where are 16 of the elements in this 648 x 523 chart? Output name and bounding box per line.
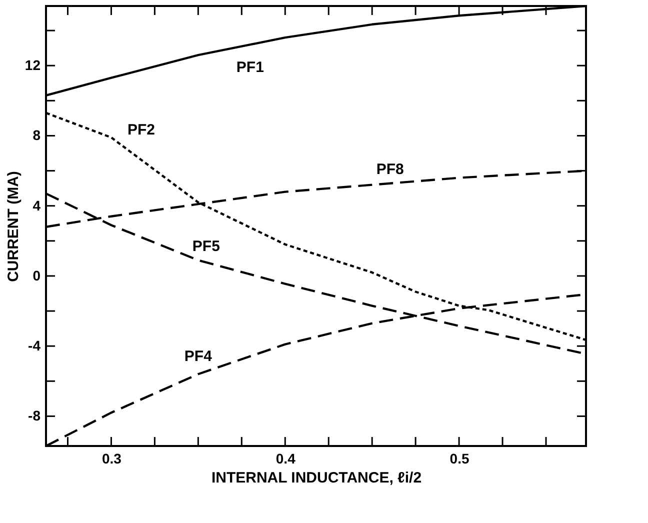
y-tick-label: -8 xyxy=(28,408,41,424)
y-tick-label: 8 xyxy=(32,127,41,144)
series-label: PF5 xyxy=(192,238,220,256)
y-tick-label: -4 xyxy=(28,338,41,354)
y-tick-label: 12 xyxy=(24,57,41,74)
x-tick-label: 0.3 xyxy=(102,450,122,466)
series-label: PF4 xyxy=(184,348,213,366)
y-tick-label: 4 xyxy=(32,197,41,214)
x-axis-title: INTERNAL INDUCTANCE, ℓi/2 xyxy=(211,470,422,486)
y-axis-title: CURRENT (MA) xyxy=(4,171,22,282)
y-tick-label: 0 xyxy=(32,267,41,284)
x-tick-label: 0.4 xyxy=(276,450,296,466)
series-label: PF8 xyxy=(376,160,404,178)
series-label: PF2 xyxy=(127,121,155,138)
series-label: PF1 xyxy=(236,59,264,76)
x-tick-label: 0.5 xyxy=(450,450,470,466)
